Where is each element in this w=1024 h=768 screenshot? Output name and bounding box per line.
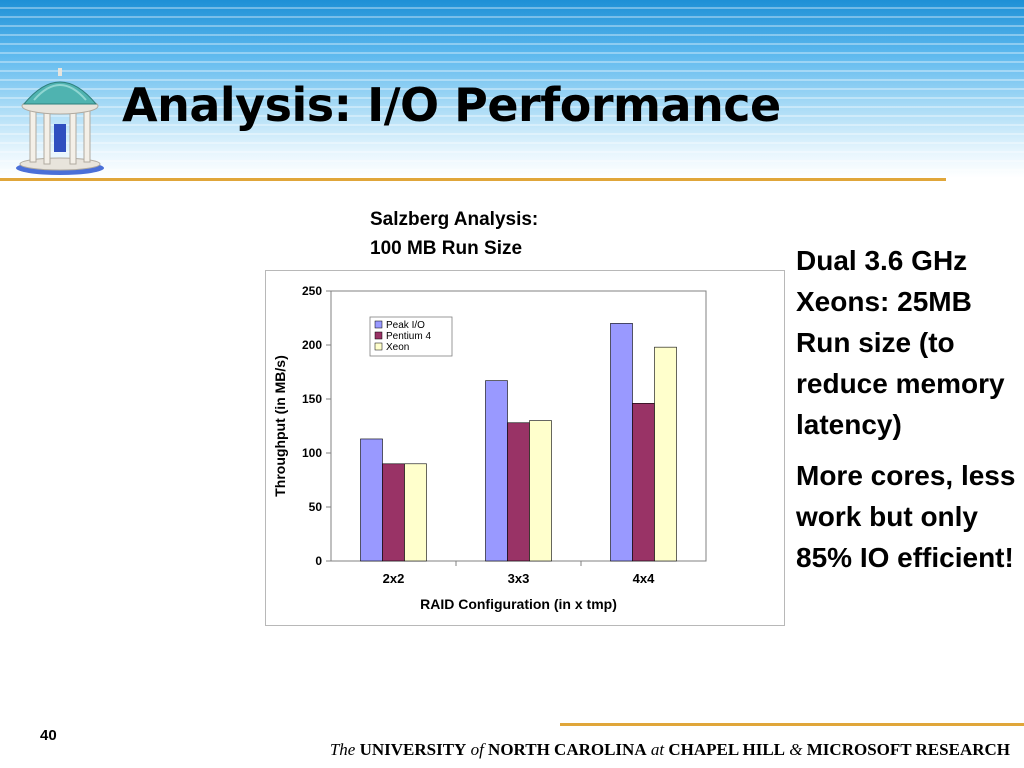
footer-credit: The UNIVERSITY of NORTH CAROLINA at CHAP… [330,740,1010,760]
title-divider [0,178,946,181]
bar-peak-i-o [360,438,383,562]
side-notes: Dual 3.6 GHz Xeons: 25MB Run size (to re… [796,240,1022,588]
side-note-efficiency: More cores, less work but only 85% IO ef… [796,460,1016,573]
footer-at: at [650,740,665,759]
legend-swatch [374,331,383,340]
legend-box [369,316,453,357]
footer-of: of [470,740,484,759]
x-tick-label: 3x3 [508,571,530,586]
bar-peak-i-o [610,323,633,562]
chart-caption-line-1: Salzberg Analysis: [370,209,539,230]
footer-chapel-hill: CHAPEL HILL [668,740,786,759]
y-tick-label: 150 [302,392,322,406]
x-tick-label: 4x4 [633,571,655,586]
y-tick-label: 0 [315,554,322,568]
chart-caption-line-2: 100 MB Run Size [370,238,523,259]
slide-title: Analysis: I/O Performance [122,78,781,132]
bar-pentium-4 [507,422,530,562]
y-tick-label: 250 [302,284,322,298]
y-tick-label: 200 [302,338,322,352]
chart-caption: Salzberg Analysis: 100 MB Run Size [370,205,538,263]
footer-ampersand: & [789,740,803,759]
footer-divider [560,723,1024,726]
y-tick-label: 100 [302,446,322,460]
footer-university: UNIVERSITY [359,740,467,759]
y-axis-label: Throughput (in MB/s) [272,355,288,497]
footer-the: The [329,740,356,759]
x-axis-label: RAID Configuration (in x tmp) [420,596,617,612]
bar-chart: 0 50 100 150 200 250 2x2 3x3 4x4 RAID Configurati… [265,270,785,626]
legend-label: Pentium 4 [386,331,431,342]
x-tick-label: 2x2 [383,571,405,586]
side-note-hardware: Dual 3.6 GHz Xeons: 25MB Run size (to re… [796,245,1005,440]
page-number: 40 [40,727,57,744]
legend-swatch [374,342,383,351]
header-background [0,0,1024,178]
chart-canvas: 0 50 100 150 200 250 2x2 3x3 4x4 RAID Configurati… [272,284,707,612]
legend-label: Xeon [386,342,409,353]
y-tick-label: 50 [309,500,323,514]
legend-swatch [374,320,383,329]
footer-north-carolina: NORTH CAROLINA [488,740,647,759]
legend-label: Peak I/O [386,320,425,331]
bar-xeon [404,463,427,562]
bar-xeon [529,420,552,562]
bar-pentium-4 [632,403,655,562]
old-well-icon [16,68,104,175]
bar-xeon [654,346,677,562]
footer-microsoft-research: MICROSOFT RESEARCH [806,740,1010,759]
bar-peak-i-o [485,380,508,562]
bar-pentium-4 [382,463,405,562]
